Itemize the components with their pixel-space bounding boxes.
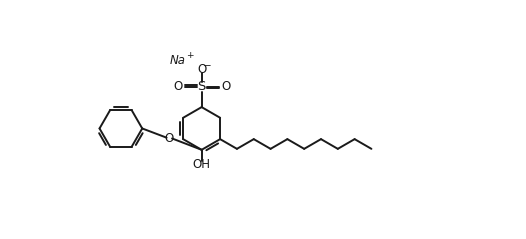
Text: +: + (186, 51, 194, 60)
Text: OH: OH (193, 158, 210, 171)
Text: −: − (203, 60, 211, 71)
Text: Na: Na (169, 54, 186, 67)
Text: O: O (173, 80, 182, 93)
Text: S: S (197, 80, 206, 93)
Text: O: O (197, 63, 206, 76)
Text: O: O (164, 131, 174, 145)
Text: O: O (221, 80, 230, 93)
